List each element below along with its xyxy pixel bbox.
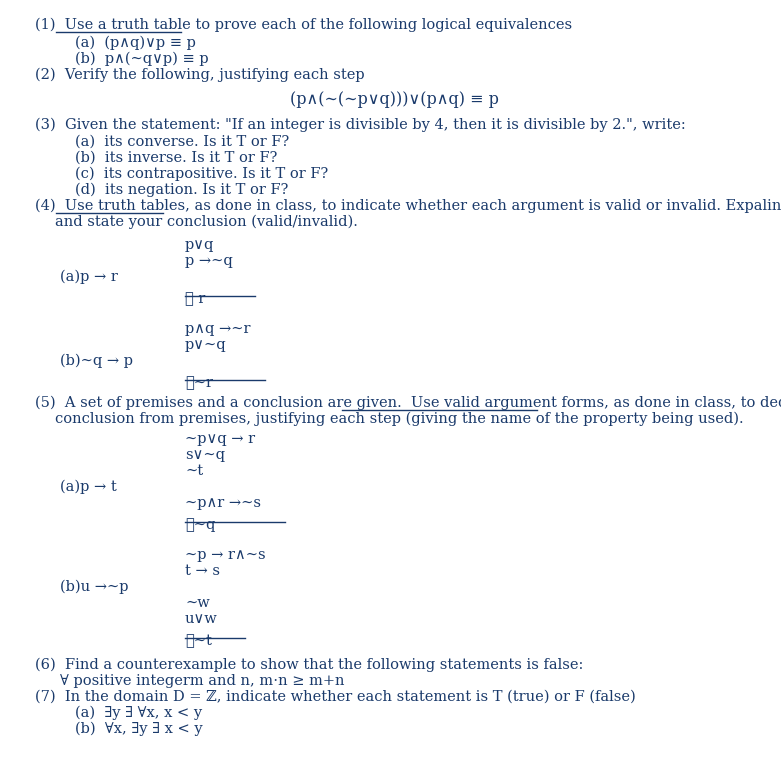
Text: s∨∼q: s∨∼q — [185, 448, 225, 462]
Text: ∼p → r∧∼s: ∼p → r∧∼s — [185, 548, 266, 562]
Text: (b)  p∧(∼q∨p) ≡ p: (b) p∧(∼q∨p) ≡ p — [75, 52, 209, 66]
Text: ∴∼r: ∴∼r — [185, 376, 213, 390]
Text: (4)  Use truth tables, as done in class, to indicate whether each argument is va: (4) Use truth tables, as done in class, … — [35, 199, 781, 214]
Text: p∨q: p∨q — [185, 238, 214, 252]
Text: (1)  Use a truth table to prove each of the following logical equivalences: (1) Use a truth table to prove each of t… — [35, 18, 572, 32]
Text: (3)  Given the statement: "If an integer is divisible by 4, then it is divisible: (3) Given the statement: "If an integer … — [35, 118, 686, 133]
Text: (d)  its negation. Is it T or F?: (d) its negation. Is it T or F? — [75, 183, 288, 198]
Text: (p∧(∼(∼p∨q)))∨(p∧q) ≡ p: (p∧(∼(∼p∨q)))∨(p∧q) ≡ p — [290, 91, 499, 108]
Text: (b)  its inverse. Is it T or F?: (b) its inverse. Is it T or F? — [75, 151, 277, 165]
Text: p →∼q: p →∼q — [185, 254, 233, 268]
Text: ∼p∨q → r: ∼p∨q → r — [185, 432, 255, 446]
Text: (a)p → t: (a)p → t — [60, 480, 116, 494]
Text: and state your conclusion (valid/invalid).: and state your conclusion (valid/invalid… — [55, 215, 358, 230]
Text: conclusion from premises, justifying each step (giving the name of the property : conclusion from premises, justifying eac… — [55, 412, 744, 427]
Text: (a)p → r: (a)p → r — [60, 270, 118, 285]
Text: t → s: t → s — [185, 564, 220, 578]
Text: (6)  Find a counterexample to show that the following statements is false:: (6) Find a counterexample to show that t… — [35, 658, 583, 672]
Text: (5)  A set of premises and a conclusion are given.  Use valid argument forms, as: (5) A set of premises and a conclusion a… — [35, 396, 781, 410]
Text: (a)  its converse. Is it T or F?: (a) its converse. Is it T or F? — [75, 135, 289, 149]
Text: p∨∼q: p∨∼q — [185, 338, 226, 352]
Text: ∀ positive integerm and n, m⋅n ≥ m+n: ∀ positive integerm and n, m⋅n ≥ m+n — [60, 674, 344, 688]
Text: ∴∼q: ∴∼q — [185, 518, 216, 532]
Text: (a)  ∃y ∃ ∀x, x < y: (a) ∃y ∃ ∀x, x < y — [75, 706, 202, 720]
Text: ∼p∧r →∼s: ∼p∧r →∼s — [185, 496, 261, 510]
Text: (2)  Verify the following, justifying each step: (2) Verify the following, justifying eac… — [35, 68, 365, 82]
Text: ∴ r: ∴ r — [185, 292, 205, 306]
Text: (b)∼q → p: (b)∼q → p — [60, 354, 133, 369]
Text: ∴∼t: ∴∼t — [185, 634, 212, 648]
Text: ∼w: ∼w — [185, 596, 210, 610]
Text: (a)  (p∧q)∨p ≡ p: (a) (p∧q)∨p ≡ p — [75, 36, 196, 50]
Text: (b)u →∼p: (b)u →∼p — [60, 580, 129, 594]
Text: u∨w: u∨w — [185, 612, 218, 626]
Text: (b)  ∀x, ∃y ∃ x < y: (b) ∀x, ∃y ∃ x < y — [75, 722, 202, 736]
Text: (7)  In the domain D = ℤ, indicate whether each statement is T (true) or F (fals: (7) In the domain D = ℤ, indicate whethe… — [35, 690, 636, 704]
Text: p∧q →∼r: p∧q →∼r — [185, 322, 251, 336]
Text: ∼t: ∼t — [185, 464, 203, 478]
Text: (c)  its contrapositive. Is it T or F?: (c) its contrapositive. Is it T or F? — [75, 167, 328, 182]
